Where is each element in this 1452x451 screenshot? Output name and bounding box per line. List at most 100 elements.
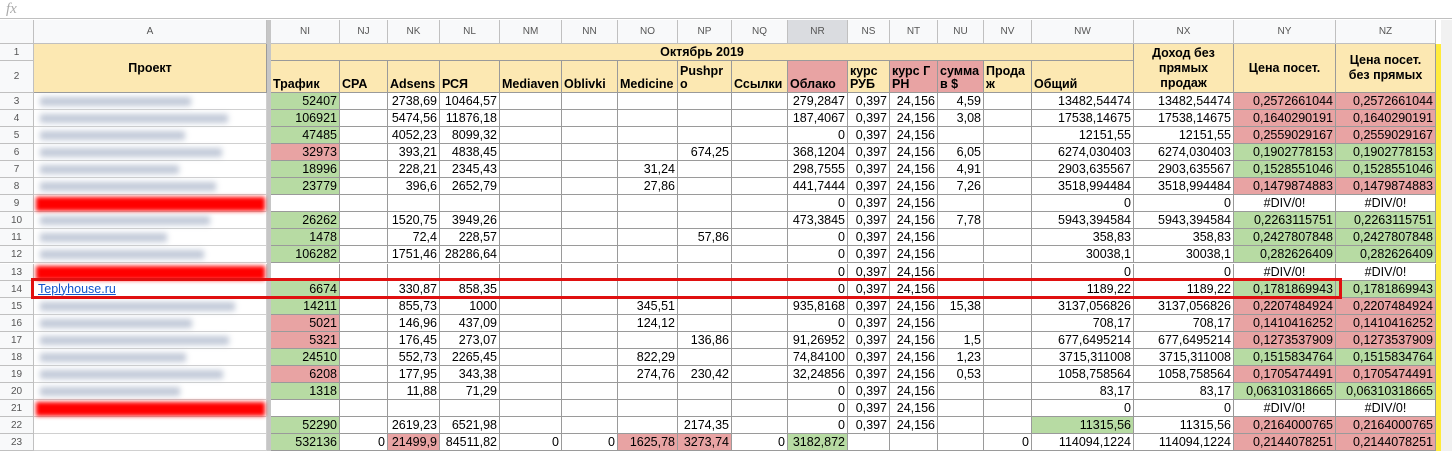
row-number: 17	[0, 331, 34, 349]
column-header: NT	[890, 20, 938, 44]
cell: 24,156	[890, 297, 938, 315]
cell	[440, 399, 500, 417]
cell: 0,397	[848, 127, 890, 145]
row-number: 11	[0, 229, 34, 247]
cell	[271, 195, 340, 213]
cell: 368,1204	[788, 144, 848, 162]
project-cell	[34, 246, 267, 264]
cell	[500, 110, 562, 128]
cell: 0,1781869943	[1336, 280, 1436, 298]
right-strip	[1436, 44, 1441, 451]
cell	[562, 331, 618, 349]
cell: 3518,994484	[1032, 178, 1134, 196]
cell	[340, 297, 388, 315]
cell: 24,156	[890, 127, 938, 145]
column-header: NP	[678, 20, 732, 44]
cell: 24,156	[890, 399, 938, 417]
cell: 0	[500, 434, 562, 451]
scrollbar	[1441, 20, 1452, 451]
cell: 0,1640290191	[1234, 110, 1336, 128]
cell: 26262	[271, 212, 340, 230]
cell	[732, 382, 788, 400]
project-link[interactable]: Teplyhouse.ru	[38, 281, 116, 296]
cell	[500, 399, 562, 417]
formula-bar: fx	[0, 0, 1452, 19]
cell: 274,76	[618, 365, 678, 383]
cell	[732, 212, 788, 230]
cell: 84511,82	[440, 434, 500, 451]
row-number: 15	[0, 297, 34, 315]
cell	[732, 416, 788, 434]
column-header: NL	[440, 20, 500, 44]
cell	[732, 246, 788, 264]
cell: 27,86	[618, 178, 678, 196]
column-header: NW	[1032, 20, 1134, 44]
cell: 345,51	[618, 297, 678, 315]
cell: 0,397	[848, 212, 890, 230]
cell: 0	[788, 314, 848, 332]
cell: 0	[788, 246, 848, 264]
cell: 17538,14675	[1032, 110, 1134, 128]
cell: 0,397	[848, 365, 890, 383]
cell: 0,2427807848	[1336, 229, 1436, 247]
cell	[340, 246, 388, 264]
cell: 177,95	[388, 365, 440, 383]
column-header: NZ	[1336, 20, 1436, 44]
cell: 674,25	[678, 144, 732, 162]
cell: 230,42	[678, 365, 732, 383]
cell: 1478	[271, 229, 340, 247]
cell: 0,2427807848	[1234, 229, 1336, 247]
cell: 0,397	[848, 161, 890, 179]
cell: 228,57	[440, 229, 500, 247]
cell: 30038,1	[1032, 246, 1134, 264]
cell	[938, 416, 984, 434]
cell: 114094,1224	[1032, 434, 1134, 451]
cell: 0,397	[848, 348, 890, 366]
cell: 176,45	[388, 331, 440, 349]
cell	[388, 399, 440, 417]
cell	[500, 127, 562, 145]
cell: 5474,56	[388, 110, 440, 128]
cell	[678, 93, 732, 111]
cell	[678, 348, 732, 366]
cell: 24,156	[890, 382, 938, 400]
cell: 1058,758564	[1134, 365, 1234, 383]
row-number: 21	[0, 399, 34, 417]
cell	[732, 314, 788, 332]
project-cell	[34, 127, 267, 145]
cell	[562, 229, 618, 247]
cell	[440, 195, 500, 213]
cell: 18996	[271, 161, 340, 179]
cell: 3715,311008	[1134, 348, 1234, 366]
cell: 6274,030403	[1032, 144, 1134, 162]
project-cell	[34, 144, 267, 162]
cell: 0,397	[848, 382, 890, 400]
blurred-name	[36, 197, 265, 212]
cell: 0,397	[848, 416, 890, 434]
row-number: 12	[0, 246, 34, 264]
cell	[562, 195, 618, 213]
column-title: Pushpro	[678, 61, 732, 93]
cell: 0	[562, 434, 618, 451]
highlight-box	[31, 277, 1342, 299]
row-number: 23	[0, 434, 34, 451]
cell: 6208	[271, 365, 340, 383]
cell	[618, 399, 678, 417]
column-title: Цена посет. без прямых	[1336, 44, 1436, 93]
period-header: Октябрь 2019	[271, 44, 1134, 61]
cell: 24,156	[890, 178, 938, 196]
cell	[984, 93, 1032, 111]
cell: 0	[1032, 195, 1134, 213]
cell	[562, 382, 618, 400]
cell: 13482,54474	[1032, 93, 1134, 111]
cell	[732, 399, 788, 417]
cell: 2738,69	[388, 93, 440, 111]
cell: 2345,43	[440, 161, 500, 179]
row-number: 6	[0, 144, 34, 162]
column-header: NM	[500, 20, 562, 44]
cell	[938, 195, 984, 213]
cell: 146,96	[388, 314, 440, 332]
cell: 2174,35	[678, 416, 732, 434]
cell: 24,156	[890, 416, 938, 434]
